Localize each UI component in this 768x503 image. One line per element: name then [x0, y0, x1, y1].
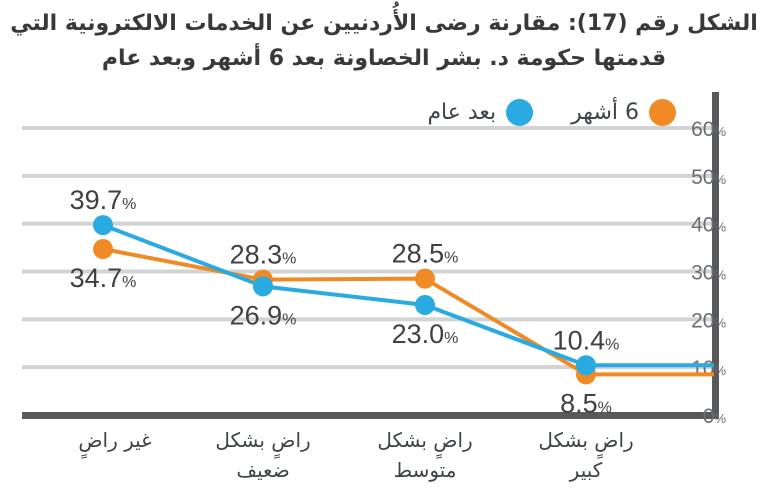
legend-label-after-year: بعد عام	[427, 100, 497, 125]
legend-marker-6-months-icon	[649, 99, 676, 126]
chart-title-line-2: قدمتها حكومة د. بشر الخصاونة بعد 6 أشهر …	[101, 46, 667, 71]
chart-legend: 6 أشهر بعد عام	[427, 99, 676, 126]
y-tick-label: 10%	[691, 357, 726, 380]
category-label: غير راضٍ	[78, 428, 151, 459]
legend-item-6-months: 6 أشهر	[571, 99, 676, 126]
legend-item-after-year: بعد عام	[427, 99, 534, 126]
data-label: 26.9%	[230, 300, 297, 330]
data-label: 39.7%	[70, 185, 137, 215]
data-point	[93, 239, 113, 260]
data-point	[93, 215, 113, 236]
data-label: 10.4%	[553, 325, 620, 355]
data-label: 23.0%	[392, 319, 459, 349]
category-label: راضٍ بشكل كبير	[538, 428, 633, 482]
data-point	[253, 276, 273, 297]
chart-title: الشكل رقم (17): مقارنة رضى الأُردنيين عن…	[0, 6, 768, 76]
data-label: 8.5%	[560, 388, 612, 418]
data-point	[415, 268, 435, 289]
data-label: 34.7%	[70, 263, 137, 293]
category-label: راضٍ بشكل متوسط	[377, 428, 472, 482]
legend-marker-after-year-icon	[506, 99, 534, 126]
y-tick-label: 40%	[691, 214, 726, 237]
legend-label-6-months: 6 أشهر	[571, 100, 639, 125]
y-tick-label: 20%	[691, 309, 726, 332]
data-label: 28.5%	[392, 239, 459, 269]
y-tick-label: 50%	[691, 166, 726, 189]
data-point	[415, 294, 435, 315]
data-label: 28.3%	[230, 240, 297, 270]
chart-title-line-1: الشكل رقم (17): مقارنة رضى الأُردنيين عن…	[10, 11, 758, 36]
y-tick-label: 60%	[691, 118, 726, 141]
category-label: راضٍ بشكل ضعيف	[215, 428, 310, 482]
data-point	[576, 355, 596, 376]
y-tick-label: 0%	[703, 405, 727, 428]
y-tick-label: 30%	[691, 262, 726, 285]
